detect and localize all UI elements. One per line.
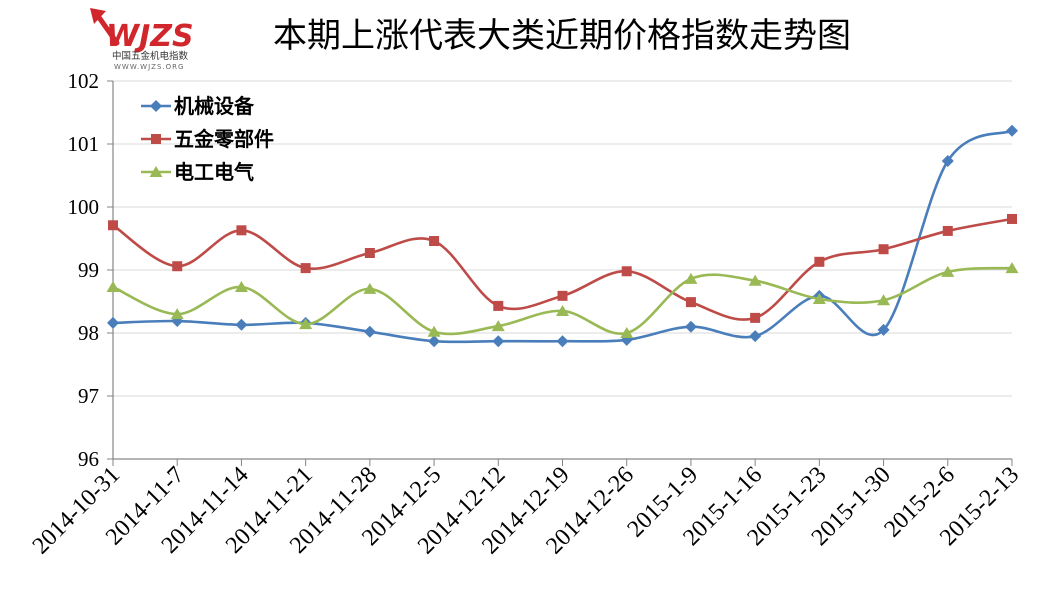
series-line bbox=[112, 217, 1013, 321]
data-point-square bbox=[557, 290, 568, 301]
data-point-diamond bbox=[749, 330, 762, 343]
y-tick-label: 99 bbox=[78, 258, 99, 282]
legend-item: 电工电气 bbox=[141, 160, 254, 184]
series-2 bbox=[108, 213, 1017, 323]
data-point-square bbox=[364, 247, 375, 258]
data-point-square bbox=[108, 220, 118, 231]
legend-label: 五金零部件 bbox=[174, 127, 274, 151]
data-point-triangle bbox=[363, 282, 377, 294]
data-point-square bbox=[429, 236, 440, 247]
data-point-triangle bbox=[299, 318, 313, 330]
data-point-square bbox=[942, 225, 953, 236]
data-point-square bbox=[750, 312, 761, 323]
data-point-triangle bbox=[748, 274, 762, 286]
data-point-diamond bbox=[941, 155, 954, 168]
data-point-square bbox=[172, 261, 183, 272]
data-point-square bbox=[300, 263, 311, 274]
legend-marker-square bbox=[151, 134, 161, 144]
series-3 bbox=[106, 262, 1019, 338]
data-point-diamond bbox=[363, 325, 376, 338]
y-tick-label: 96 bbox=[78, 447, 99, 471]
data-point-diamond bbox=[235, 318, 248, 331]
legend-label: 电工电气 bbox=[174, 160, 254, 184]
data-point-triangle bbox=[170, 308, 184, 320]
legend-item: 机械设备 bbox=[141, 94, 255, 118]
data-point-diamond bbox=[556, 335, 569, 348]
data-point-triangle bbox=[684, 272, 698, 284]
chart-title: 本期上涨代表大类近期价格指数走势图 bbox=[273, 16, 851, 56]
y-tick-label: 97 bbox=[78, 384, 99, 408]
legend-item: 五金零部件 bbox=[141, 127, 274, 151]
data-point-triangle bbox=[1005, 262, 1019, 274]
data-point-diamond bbox=[877, 323, 890, 336]
data-point-square bbox=[878, 244, 889, 255]
y-tick-label: 102 bbox=[68, 69, 100, 93]
y-axis-ticks: 96 97 98 99 100 101 102 bbox=[68, 69, 113, 471]
data-point-square bbox=[685, 297, 696, 308]
data-point-triangle bbox=[106, 281, 120, 293]
legend-label: 机械设备 bbox=[174, 94, 255, 118]
data-point-square bbox=[493, 300, 504, 311]
data-point-square bbox=[621, 266, 632, 277]
data-point-diamond bbox=[428, 335, 441, 348]
y-tick-label: 100 bbox=[68, 195, 100, 219]
logo: WJZS 中国五金机电指数 WWW.WJZS.ORG bbox=[90, 8, 194, 71]
logo-url: WWW.WJZS.ORG bbox=[114, 63, 184, 71]
x-tick-label: 2014-10-31 bbox=[28, 462, 126, 560]
logo-arrow-shaft-icon bbox=[95, 13, 120, 46]
data-point-triangle bbox=[556, 304, 569, 316]
series-layer bbox=[106, 124, 1019, 348]
data-point-triangle bbox=[941, 265, 955, 277]
logo-name: 中国五金机电指数 bbox=[112, 50, 189, 62]
y-tick-label: 101 bbox=[68, 132, 100, 156]
data-point-square bbox=[814, 256, 825, 267]
data-point-diamond bbox=[684, 320, 697, 333]
legend-marker-triangle bbox=[149, 166, 163, 177]
data-point-diamond bbox=[1006, 124, 1018, 137]
data-point-triangle bbox=[234, 281, 248, 293]
data-point-diamond bbox=[492, 335, 505, 348]
data-point-triangle bbox=[877, 294, 891, 306]
data-point-square bbox=[1007, 213, 1017, 224]
data-point-triangle bbox=[427, 325, 441, 337]
data-point-triangle bbox=[812, 292, 826, 304]
y-tick-label: 98 bbox=[78, 321, 99, 345]
data-point-square bbox=[236, 225, 247, 236]
data-point-diamond bbox=[107, 316, 119, 329]
data-point-triangle bbox=[491, 320, 505, 332]
data-point-triangle bbox=[620, 327, 634, 338]
logo-mark: WJZS bbox=[106, 19, 194, 54]
x-axis-ticks: 2014-10-312014-11-72014-11-142014-11-212… bbox=[28, 459, 1024, 560]
legend-marker-diamond bbox=[150, 100, 162, 112]
